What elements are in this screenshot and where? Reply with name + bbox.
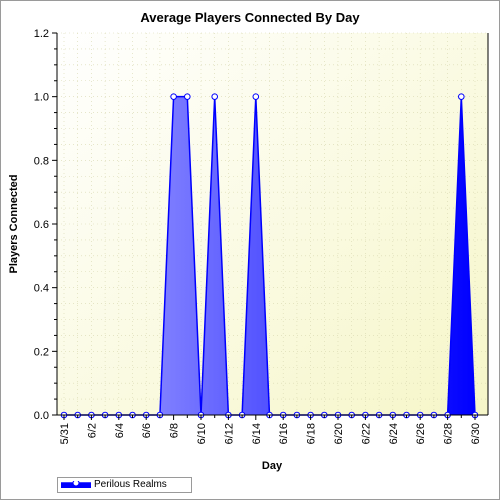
x-tick-label: 6/8: [169, 423, 181, 438]
data-point: [458, 93, 465, 100]
data-point: [252, 93, 260, 100]
legend-series-label: Perilous Realms: [94, 479, 167, 490]
x-tick-label: 6/30: [470, 423, 482, 444]
series-fill: [64, 96, 475, 416]
chart-title: Average Players Connected By Day: [140, 10, 360, 25]
y-tick-label: 0.8: [34, 155, 49, 167]
legend: Perilous Realms: [57, 477, 192, 493]
x-tick-label: 6/2: [86, 423, 98, 438]
x-axis-label: Day: [262, 460, 283, 472]
tick-labels: 0.0 0.2 0.4 0.6 0.8 1.0 1.2 5/31 6/2 6/4 6/6 6/8 6/1…: [34, 28, 482, 444]
x-tick-label: 6/26: [415, 423, 427, 444]
x-tick-label: 6/24: [388, 423, 400, 444]
x-tick-label: 5/31: [59, 423, 71, 444]
x-tick-label: 6/4: [114, 423, 126, 438]
x-tick-label: 6/16: [278, 423, 290, 444]
x-tick-label: 6/22: [360, 423, 372, 444]
y-tick-label: 1.2: [34, 28, 49, 40]
y-tick-label: 0.0: [34, 410, 49, 422]
data-point: [211, 93, 218, 100]
data-point: [170, 93, 177, 100]
y-tick-label: 0.4: [34, 283, 49, 295]
plot-area: [57, 33, 488, 415]
x-tick-label: 6/14: [251, 423, 263, 444]
x-tick-label: 6/20: [333, 423, 345, 444]
x-tick-label: 6/10: [196, 423, 208, 444]
data-point: [184, 93, 191, 100]
y-tick-label: 1.0: [34, 92, 49, 104]
x-tick-label: 6/12: [223, 423, 235, 444]
x-tick-label: 6/28: [443, 423, 455, 444]
y-tick-label: 0.2: [34, 346, 49, 358]
axes: [52, 32, 489, 420]
x-tick-label: 6/18: [306, 423, 318, 444]
y-tick-label: 0.6: [34, 219, 49, 231]
legend-series-swatch: [61, 481, 91, 488]
y-axis-label: Players Connected: [8, 174, 20, 273]
x-tick-label: 6/6: [141, 423, 153, 438]
